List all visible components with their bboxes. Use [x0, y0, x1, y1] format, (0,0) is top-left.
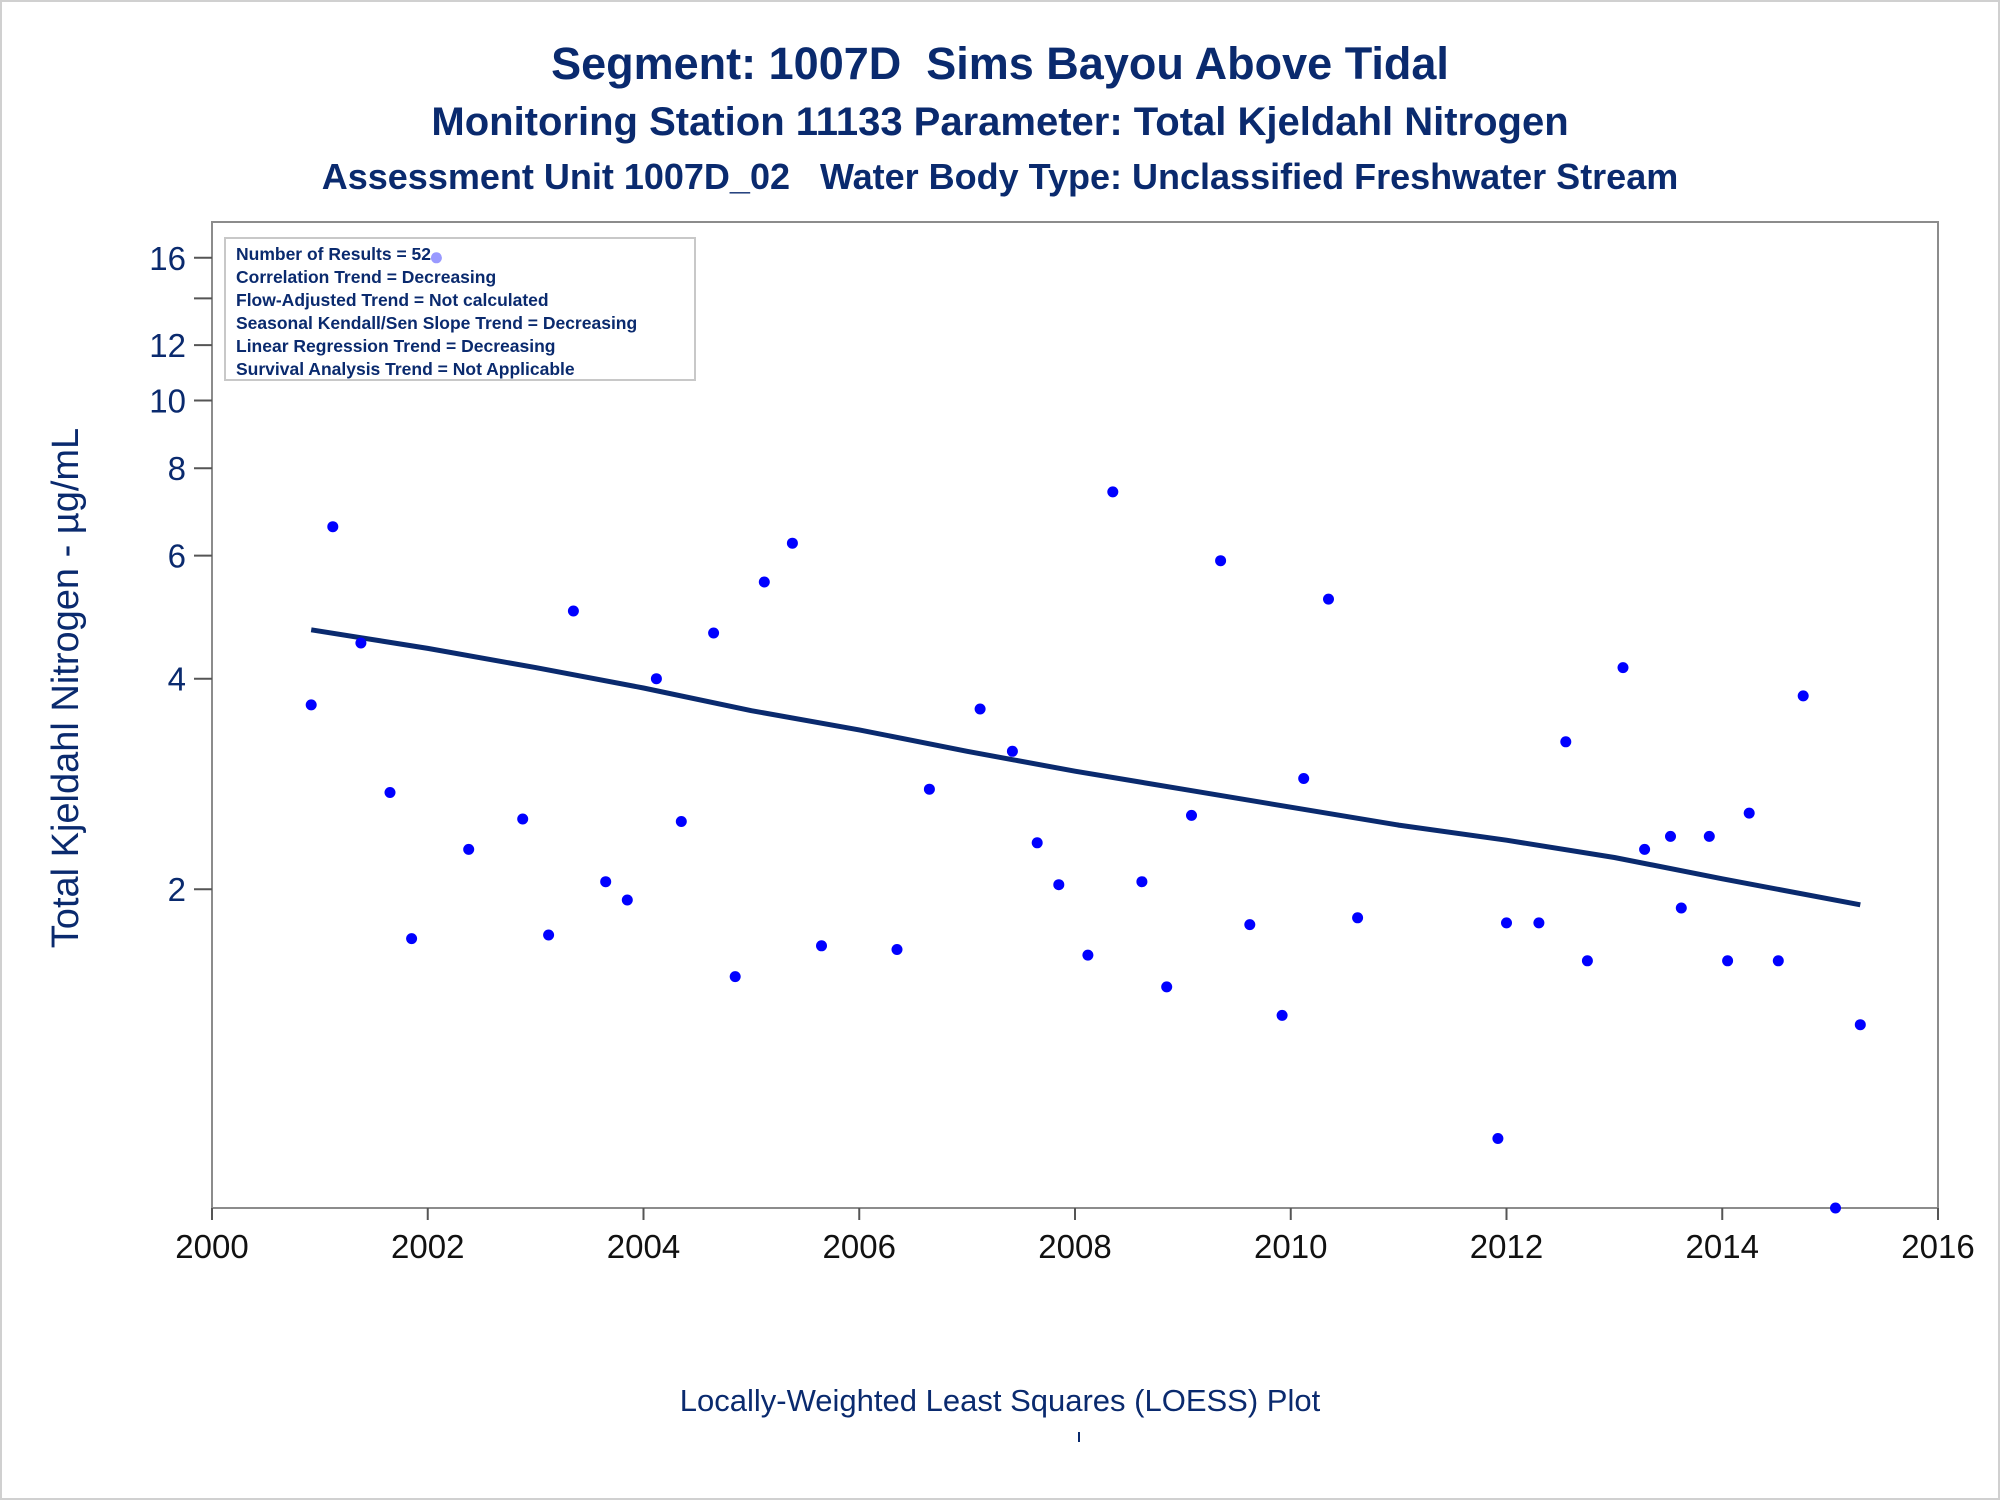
- data-points: [305, 252, 1866, 1214]
- trend-layer: [310, 627, 1861, 908]
- data-point: [1617, 662, 1629, 674]
- data-point: [1352, 912, 1364, 924]
- data-point: [1533, 917, 1545, 929]
- x-tick-label: 2016: [1901, 1228, 1974, 1265]
- data-point: [305, 699, 317, 711]
- x-tick-label: 2008: [1038, 1228, 1111, 1265]
- data-point: [384, 787, 396, 798]
- x-tick-label: 2004: [607, 1228, 680, 1265]
- legend-line: Number of Results = 52: [236, 244, 431, 264]
- data-point: [1703, 830, 1715, 842]
- plot-footnote: Locally-Weighted Least Squares (LOESS) P…: [679, 1383, 1321, 1418]
- data-point: [1743, 807, 1755, 819]
- x-tick-label: 2012: [1470, 1228, 1543, 1265]
- data-point: [355, 637, 367, 649]
- data-point: [600, 876, 612, 888]
- data-point: [1276, 1009, 1288, 1021]
- data-point: [1298, 773, 1310, 784]
- legend-line: Linear Regression Trend = Decreasing: [236, 336, 556, 356]
- y-tick-label: 12: [149, 327, 186, 364]
- data-point: [675, 816, 687, 827]
- data-point: [1053, 879, 1065, 891]
- data-point: [406, 933, 418, 945]
- x-tick-label: 2002: [391, 1228, 464, 1265]
- data-point: [1797, 690, 1809, 702]
- data-point: [1639, 843, 1651, 855]
- data-point: [1501, 917, 1512, 929]
- data-point: [1161, 981, 1173, 993]
- y-axis-label: Total Kjeldahl Nitrogen - µg/mL: [45, 428, 87, 948]
- y-tick-label: 2: [168, 871, 186, 908]
- data-point: [517, 813, 529, 825]
- data-point: [1560, 736, 1572, 748]
- data-point: [1854, 1019, 1866, 1031]
- y-tick-label: 8: [168, 450, 186, 487]
- data-point: [1675, 902, 1687, 914]
- data-point: [1082, 949, 1094, 961]
- legend-box: [224, 237, 696, 381]
- data-point: [1722, 955, 1734, 967]
- data-point: [1136, 876, 1148, 888]
- data-point: [1186, 809, 1197, 821]
- data-point: [1031, 837, 1043, 849]
- trend-line: [310, 627, 1861, 908]
- data-point: [463, 843, 475, 855]
- data-point: [621, 894, 633, 906]
- y-tick-label: 4: [168, 661, 186, 698]
- x-tick-label: 2014: [1686, 1228, 1759, 1265]
- data-point: [567, 605, 579, 617]
- data-point: [1323, 593, 1334, 605]
- data-point: [923, 783, 935, 795]
- data-point: [891, 944, 903, 955]
- data-point: [327, 521, 339, 533]
- y-tick-label: 6: [168, 538, 186, 575]
- data-point: [1215, 555, 1227, 567]
- legend-line: Flow-Adjusted Trend = Not calculated: [236, 290, 549, 310]
- chart-subtitle: Monitoring Station 11133 Parameter: Tota…: [431, 100, 1569, 144]
- x-tick-label: 2006: [823, 1228, 896, 1265]
- data-point: [650, 673, 662, 685]
- data-point: [786, 537, 798, 549]
- data-point: [1830, 1202, 1841, 1214]
- axes: 2000 2002 2004 2006 2008 2010 2012 2014 2016 2 4 6 8…: [149, 221, 1975, 1265]
- x-tick-label: 2000: [175, 1228, 248, 1265]
- chart-subtitle-2: Assessment Unit 1007D_02 Water Body Type…: [321, 156, 1679, 197]
- data-point: [1006, 745, 1018, 757]
- legend-line: Correlation Trend = Decreasing: [236, 267, 496, 287]
- legend-line: Survival Analysis Trend = Not Applicable: [236, 359, 575, 379]
- y-tick-label: 16: [149, 240, 186, 277]
- data-point: [1244, 919, 1256, 931]
- footnote-tick: [1078, 1432, 1080, 1442]
- data-point: [729, 971, 741, 983]
- chart-title: Segment: 1007D Sims Bayou Above Tidal: [551, 38, 1449, 89]
- data-point: [816, 940, 827, 952]
- x-tick-label: 2010: [1254, 1228, 1327, 1265]
- data-point: [708, 627, 720, 639]
- data-point: [1581, 955, 1593, 967]
- data-point: [758, 576, 770, 588]
- y-tick-label: 10: [149, 382, 186, 419]
- data-point: [1772, 955, 1784, 967]
- data-point: [1107, 486, 1119, 498]
- data-point: [1665, 830, 1676, 842]
- data-point: [974, 703, 986, 715]
- data-point: [1492, 1133, 1504, 1144]
- legend: Number of Results = 52 Correlation Trend …: [224, 237, 696, 381]
- legend-line: Seasonal Kendall/Sen Slope Trend = Decre…: [236, 313, 637, 333]
- data-point: [543, 929, 555, 941]
